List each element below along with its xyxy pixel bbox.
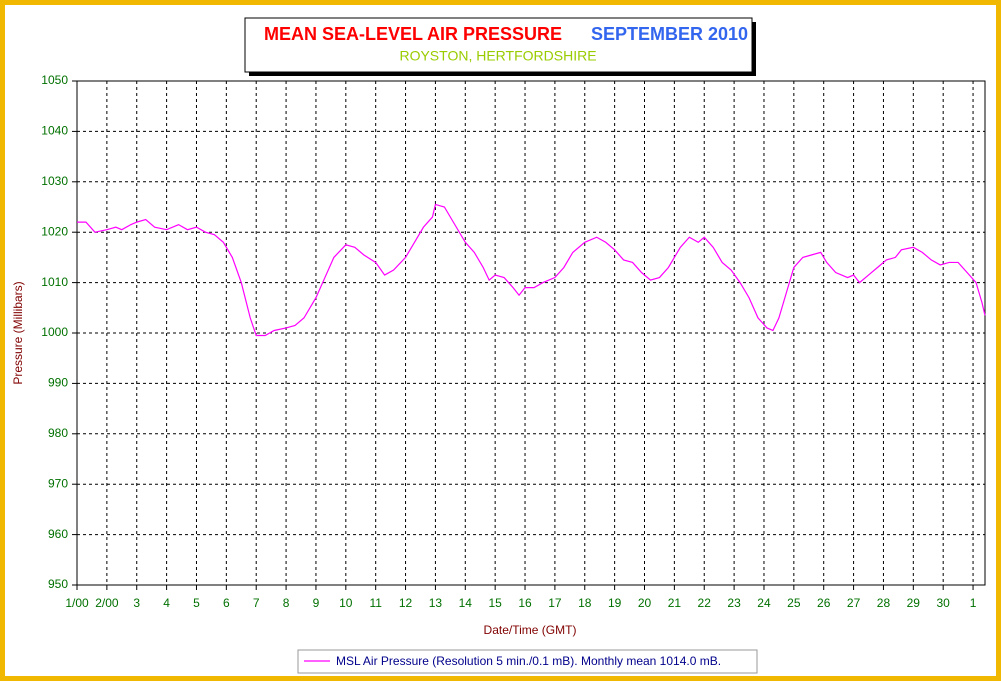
x-tick-label: 14 xyxy=(459,596,473,610)
x-tick-label: 4 xyxy=(163,596,170,610)
x-tick-label: 25 xyxy=(787,596,801,610)
x-tick-label: 16 xyxy=(518,596,532,610)
legend xyxy=(297,649,758,674)
y-tick-label: 1030 xyxy=(41,174,68,188)
x-tick-label: 6 xyxy=(223,596,230,610)
title-box xyxy=(244,17,753,73)
x-tick-label: 13 xyxy=(429,596,443,610)
x-tick-label: 17 xyxy=(548,596,562,610)
x-tick-label: 21 xyxy=(668,596,682,610)
x-tick-label: 18 xyxy=(578,596,592,610)
plot-area xyxy=(76,80,986,586)
y-tick-label: 1010 xyxy=(41,275,68,289)
x-tick-label: 30 xyxy=(937,596,951,610)
y-tick-label: 960 xyxy=(48,527,68,541)
x-axis-label: Date/Time (GMT) xyxy=(484,623,577,637)
x-tick-label: 26 xyxy=(817,596,831,610)
x-tick-label: 28 xyxy=(877,596,891,610)
x-tick-label: 27 xyxy=(847,596,861,610)
x-tick-label: 20 xyxy=(638,596,652,610)
x-tick-label: 10 xyxy=(339,596,353,610)
x-tick-label: 2/00 xyxy=(95,596,119,610)
x-tick-label: 15 xyxy=(488,596,502,610)
x-tick-label: 5 xyxy=(193,596,200,610)
y-axis-label: Pressure (Millibars) xyxy=(11,281,25,384)
y-tick-label: 990 xyxy=(48,376,68,390)
chart-title: MEAN SEA-LEVEL AIR PRESSURE xyxy=(264,24,562,44)
x-tick-label: 3 xyxy=(133,596,140,610)
y-tick-label: 1040 xyxy=(41,124,68,138)
y-tick-label: 950 xyxy=(48,577,68,591)
x-tick-label: 1/00 xyxy=(65,596,89,610)
y-tick-label: 1020 xyxy=(41,224,68,238)
x-tick-label: 11 xyxy=(369,596,382,610)
x-tick-label: 19 xyxy=(608,596,622,610)
x-tick-label: 23 xyxy=(727,596,741,610)
line xyxy=(77,203,986,337)
y-tick-label: 1050 xyxy=(41,73,68,87)
y-tick-label: 1000 xyxy=(41,325,68,339)
y-tick-label: 980 xyxy=(48,426,68,440)
x-tick-label: 8 xyxy=(283,596,290,610)
x-tick-label: 1 xyxy=(970,596,977,610)
x-tick-label: 22 xyxy=(698,596,712,610)
x-tick-label: 9 xyxy=(313,596,320,610)
x-tick-label: 12 xyxy=(399,596,413,610)
x-tick-label: 7 xyxy=(253,596,260,610)
x-tick-label: 24 xyxy=(757,596,771,610)
x-tick-label: 29 xyxy=(907,596,921,610)
chart-title-suffix: SEPTEMBER 2010 xyxy=(591,24,748,44)
chart-subtitle: ROYSTON, HERTFORDSHIRE xyxy=(399,48,596,64)
legend-label: MSL Air Pressure (Resolution 5 min./0.1 … xyxy=(336,654,721,668)
y-tick-label: 970 xyxy=(48,476,68,490)
